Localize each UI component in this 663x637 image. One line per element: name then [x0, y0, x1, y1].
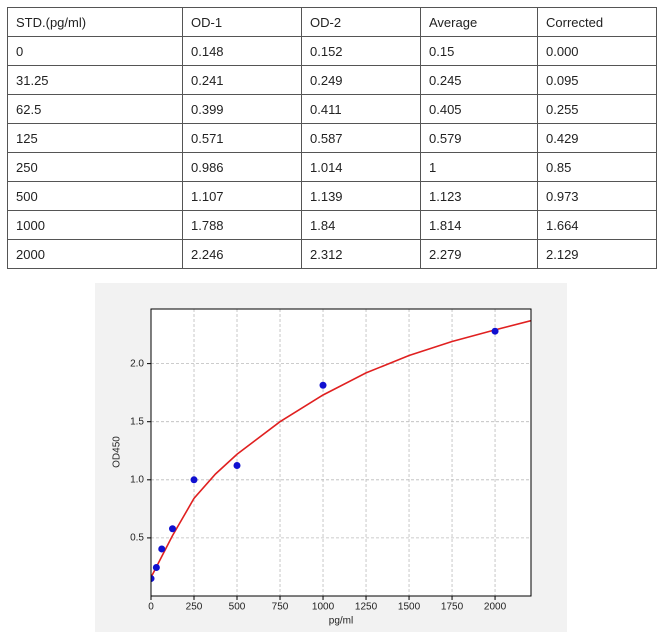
cell: 0.255 [537, 94, 657, 124]
fit-curve [151, 319, 531, 578]
x-tick-label: 1500 [398, 602, 421, 613]
cell: 0.571 [182, 123, 302, 153]
header-row: STD.(pg/ml) OD-1 OD-2 Average Corrected [7, 7, 657, 37]
cell: 0.973 [537, 181, 657, 211]
x-tick-label: 500 [229, 602, 246, 613]
cell: 1000 [7, 210, 183, 240]
data-point [491, 327, 499, 335]
cell: 0 [7, 36, 183, 66]
data-point [158, 545, 166, 553]
cell: 2000 [7, 239, 183, 269]
plot-frame [150, 308, 532, 597]
data-point [152, 564, 160, 572]
cell: 0.148 [182, 36, 302, 66]
cell: 1.664 [537, 210, 657, 240]
table-row: 0 0.148 0.152 0.15 0.000 [7, 36, 657, 66]
cell: 1.123 [420, 181, 538, 211]
table-row: 500 1.107 1.139 1.123 0.973 [7, 181, 657, 211]
cell: 31.25 [7, 65, 183, 95]
header-cell: OD-2 [301, 7, 421, 37]
data-point [190, 476, 198, 484]
cell: 0.587 [301, 123, 421, 153]
data-point [151, 575, 155, 583]
cell: 0.429 [537, 123, 657, 153]
cell: 1 [420, 152, 538, 182]
data-point [169, 525, 177, 533]
table-row: 1000 1.788 1.84 1.814 1.664 [7, 210, 657, 240]
cell: 2.246 [182, 239, 302, 269]
data-table: STD.(pg/ml) OD-1 OD-2 Average Corrected 0 0.14… [7, 7, 657, 269]
cell: 0.15 [420, 36, 538, 66]
cell: 1.139 [301, 181, 421, 211]
x-tick-label: 2000 [484, 602, 507, 613]
y-tick-label: 0.5 [130, 533, 144, 544]
x-tick-label: 0 [148, 602, 154, 613]
cell: 0.245 [420, 65, 538, 95]
cell: 0.85 [537, 152, 657, 182]
data-point [233, 462, 241, 470]
cell: 0.579 [420, 123, 538, 153]
cell: 0.249 [301, 65, 421, 95]
cell: 0.399 [182, 94, 302, 124]
plot-data [151, 319, 531, 583]
cell: 2.279 [420, 239, 538, 269]
cell: 0.411 [301, 94, 421, 124]
y-tick-label: 1.0 [130, 474, 144, 485]
header-cell: OD-1 [182, 7, 302, 37]
cell: 1.814 [420, 210, 538, 240]
y-tick-label: 2.0 [130, 358, 144, 369]
table-row: 62.5 0.399 0.411 0.405 0.255 [7, 94, 657, 124]
chart: pg/ml OD450 0 250 500 750 1000 1250 1500 1750 20… [112, 308, 532, 627]
cell: 0.152 [301, 36, 421, 66]
plot-area [151, 309, 531, 596]
cell: 2.129 [537, 239, 657, 269]
cell: 250 [7, 152, 183, 182]
cell: 500 [7, 181, 183, 211]
x-tick-label: 750 [272, 602, 289, 613]
table-row: 2000 2.246 2.312 2.279 2.129 [7, 239, 657, 269]
cell: 125 [7, 123, 183, 153]
cell: 0.405 [420, 94, 538, 124]
table-row: 125 0.571 0.587 0.579 0.429 [7, 123, 657, 153]
data-point [319, 381, 327, 389]
table-row: 250 0.986 1.014 1 0.85 [7, 152, 657, 182]
x-axis-label: pg/ml [329, 616, 353, 627]
cell: 0.000 [537, 36, 657, 66]
x-tick-label: 1750 [441, 602, 464, 613]
cell: 62.5 [7, 94, 183, 124]
chart-panel: pg/ml OD450 0 250 500 750 1000 1250 1500 1750 20… [95, 283, 567, 632]
x-tick-label: 1000 [312, 602, 335, 613]
cell: 1.014 [301, 152, 421, 182]
cell: 1.107 [182, 181, 302, 211]
cell: 1.788 [182, 210, 302, 240]
cell: 2.312 [301, 239, 421, 269]
cell: 0.986 [182, 152, 302, 182]
header-cell: Corrected [537, 7, 657, 37]
table-row: 31.25 0.241 0.249 0.245 0.095 [7, 65, 657, 95]
cell: 1.84 [301, 210, 421, 240]
header-cell: STD.(pg/ml) [7, 7, 183, 37]
cell: 0.095 [537, 65, 657, 95]
x-tick-label: 1250 [355, 602, 378, 613]
header-cell: Average [420, 7, 538, 37]
y-tick-label: 1.5 [130, 416, 144, 427]
cell: 0.241 [182, 65, 302, 95]
y-axis-label: OD450 [112, 436, 123, 468]
x-tick-label: 250 [186, 602, 203, 613]
